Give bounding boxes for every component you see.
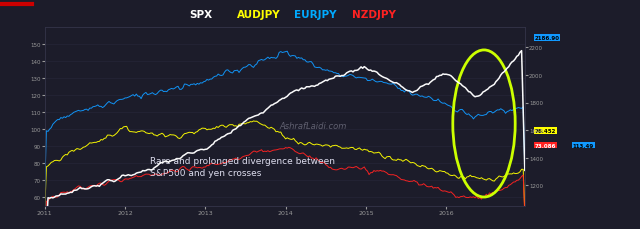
Text: AshrafLaidi.com: AshrafLaidi.com (280, 121, 348, 130)
Text: AUDJPY: AUDJPY (237, 10, 280, 20)
Text: 76.452: 76.452 (534, 129, 556, 134)
Text: 73.086: 73.086 (534, 143, 556, 148)
Text: SPX: SPX (189, 10, 212, 20)
Text: NZDJPY: NZDJPY (352, 10, 396, 20)
Text: Rare and prolonged divergence between
S&P500 and yen crosses: Rare and prolonged divergence between S&… (150, 156, 335, 177)
Text: 113.49: 113.49 (573, 143, 594, 148)
Text: EURJPY: EURJPY (294, 10, 337, 20)
Text: 2186.90: 2186.90 (534, 36, 559, 41)
